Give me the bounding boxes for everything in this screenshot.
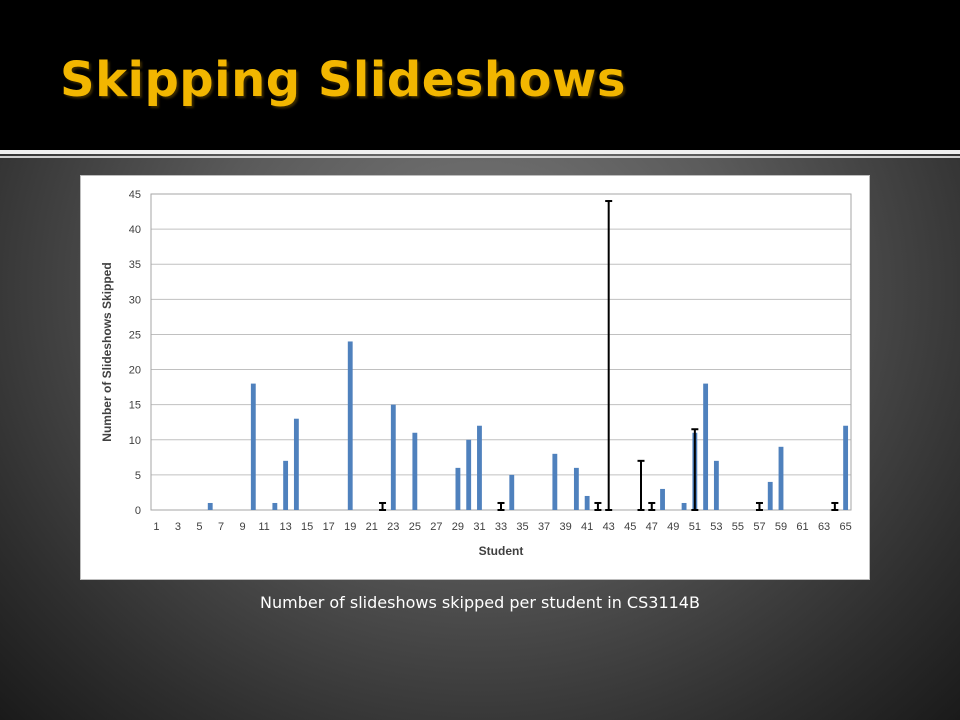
x-tick-label: 41 (581, 521, 593, 533)
y-tick-label: 20 (129, 365, 141, 377)
bar (455, 467, 461, 510)
title-bar: Skipping Slideshows (0, 0, 960, 150)
title-divider (0, 150, 960, 154)
x-tick-label: 23 (387, 521, 399, 533)
x-tick-label: 37 (538, 521, 550, 533)
x-tick-label: 3 (175, 521, 181, 533)
x-tick-label: 15 (301, 521, 313, 533)
x-tick-label: 43 (603, 521, 615, 533)
x-tick-label: 59 (775, 521, 787, 533)
plot-area-border (150, 193, 852, 511)
x-tick-label: 27 (430, 521, 442, 533)
x-tick-label: 17 (323, 521, 335, 533)
y-tick-label: 45 (129, 189, 141, 201)
bar (778, 446, 784, 510)
x-tick-label: 19 (344, 521, 356, 533)
x-tick-label: 13 (279, 521, 291, 533)
x-tick-label: 63 (818, 521, 830, 533)
y-tick-label: 35 (129, 259, 141, 271)
x-tick-label: 57 (753, 521, 765, 533)
y-tick-label: 25 (129, 329, 141, 341)
x-tick-label: 29 (452, 521, 464, 533)
x-tick-label: 33 (495, 521, 507, 533)
error-bar (594, 501, 602, 511)
y-tick-label: 15 (129, 400, 141, 412)
bar (843, 425, 849, 510)
error-bar (648, 501, 656, 511)
y-tick-label: 40 (129, 224, 141, 236)
bar (272, 502, 278, 510)
bar (412, 432, 418, 510)
y-tick-label: 10 (129, 435, 141, 447)
x-tick-label: 35 (516, 521, 528, 533)
x-tick-label: 9 (239, 521, 245, 533)
bar (293, 418, 299, 510)
x-tick-label: 61 (796, 521, 808, 533)
x-tick-label: 49 (667, 521, 679, 533)
error-bar (497, 501, 505, 511)
x-tick-label: 31 (473, 521, 485, 533)
bar (466, 439, 472, 510)
bar (573, 467, 579, 510)
slide-title: Skipping Slideshows (60, 52, 626, 108)
y-tick-label: 5 (135, 470, 141, 482)
bar (207, 502, 213, 510)
x-tick-label: 7 (218, 521, 224, 533)
bar (552, 453, 558, 510)
x-tick-label: 11 (258, 521, 269, 533)
error-bar (755, 501, 763, 511)
bar (584, 495, 590, 510)
error-bar (605, 200, 613, 511)
bar (660, 488, 665, 510)
bar (767, 481, 773, 510)
title-divider-secondary (0, 156, 960, 158)
bar (477, 425, 482, 510)
error-bar (637, 459, 645, 511)
x-tick-label: 25 (409, 521, 421, 533)
y-tick-label: 30 (129, 294, 141, 306)
x-tick-label: 53 (710, 521, 722, 533)
x-tick-label: 1 (153, 521, 159, 533)
bar (713, 460, 719, 510)
bar (703, 383, 709, 510)
x-tick-label: 39 (559, 521, 571, 533)
x-tick-label: 21 (366, 521, 378, 533)
x-axis-label: Student (479, 544, 524, 558)
error-bar (691, 428, 699, 511)
chart-caption: Number of slideshows skipped per student… (260, 593, 700, 612)
error-bar (379, 501, 387, 511)
y-axis-label: Number of Slideshows Skipped (100, 262, 114, 441)
chart-frame: 0 5 10 15 20 25 30 35 40 45 1 3 5 7 9 11 13 15 17 19 21 23 25 2… (80, 175, 870, 580)
bar (250, 383, 256, 510)
bar (283, 460, 289, 510)
x-tick-label: 55 (732, 521, 744, 533)
bar (681, 502, 687, 510)
x-tick-label: 47 (646, 521, 658, 533)
y-tick-label: 0 (135, 505, 141, 517)
x-tick-label: 51 (689, 521, 701, 533)
x-tick-label: 5 (196, 521, 202, 533)
x-tick-label: 65 (839, 521, 851, 533)
bar (390, 404, 396, 510)
error-bar (831, 501, 839, 511)
x-tick-label: 45 (624, 521, 636, 533)
bar (509, 474, 515, 510)
bar (347, 341, 353, 510)
